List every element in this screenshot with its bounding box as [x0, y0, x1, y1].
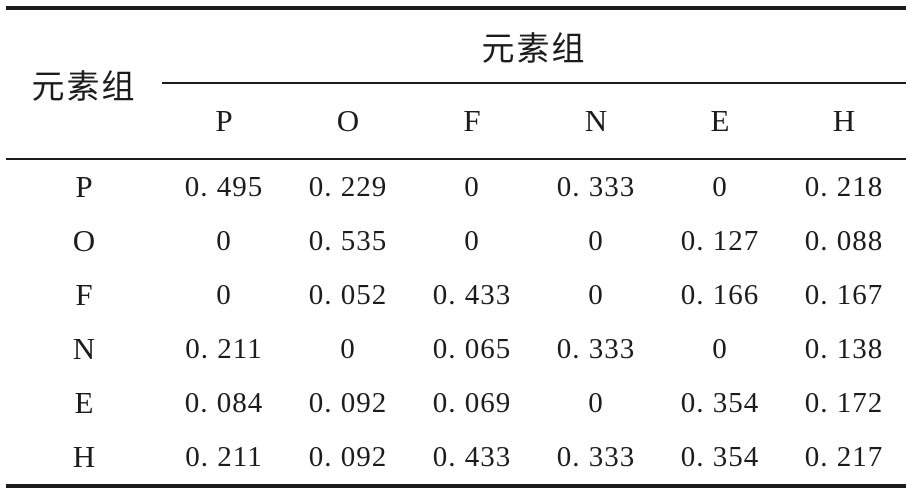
data-cell: 0: [588, 224, 604, 257]
table-header: 元素组 元素组 P O F N E H: [6, 8, 906, 160]
data-cell: 0. 069: [432, 386, 512, 419]
data-cell: 0: [588, 386, 604, 419]
data-cell: 0: [588, 278, 604, 311]
data-cell: 0. 166: [680, 278, 760, 311]
stub-header-cell: 元素组: [6, 8, 162, 160]
data-cell: 0. 433: [432, 278, 512, 311]
data-cell: 0: [712, 332, 728, 365]
table-body: P 0. 495 0. 229 0 0. 333 0 0. 218 O 0 0.…: [6, 159, 906, 486]
data-cell: 0. 535: [308, 224, 388, 257]
data-cell: 0. 088: [804, 224, 884, 257]
row-label: F: [75, 277, 93, 312]
column-header-E: E: [658, 83, 782, 160]
data-cell: 0. 354: [680, 386, 760, 419]
column-header-O: O: [286, 83, 410, 160]
table-row-P: P 0. 495 0. 229 0 0. 333 0 0. 218: [6, 159, 906, 214]
data-cell: 0. 127: [680, 224, 760, 257]
data-cell: 0. 495: [184, 170, 264, 203]
row-label: N: [72, 331, 96, 366]
data-cell: 0. 354: [680, 440, 760, 473]
data-cell: 0: [464, 170, 480, 203]
data-cell: 0. 172: [804, 386, 884, 419]
data-cell: 0: [216, 278, 232, 311]
table-row-H: H 0. 211 0. 092 0. 433 0. 333 0. 354 0. …: [6, 430, 906, 486]
group-header-cell: 元素组: [162, 8, 906, 84]
data-cell: 0. 211: [185, 332, 263, 365]
data-cell: 0. 229: [308, 170, 388, 203]
data-cell: 0. 065: [432, 332, 512, 365]
data-cell: 0. 084: [184, 386, 264, 419]
column-header-N: N: [534, 83, 658, 160]
table-row-E: E 0. 084 0. 092 0. 069 0 0. 354 0. 172: [6, 376, 906, 430]
data-cell: 0: [712, 170, 728, 203]
data-cell: 0: [340, 332, 356, 365]
column-header-P: P: [162, 83, 286, 160]
data-cell: 0. 217: [804, 440, 884, 473]
data-cell: 0. 333: [556, 332, 636, 365]
data-cell: 0: [464, 224, 480, 257]
data-cell: 0. 092: [308, 440, 388, 473]
row-label: E: [74, 385, 94, 420]
data-cell: 0. 138: [804, 332, 884, 365]
group-header-row: 元素组 元素组: [6, 8, 906, 160]
data-cell: 0. 333: [556, 170, 636, 203]
column-header-row: P O F N E H: [6, 83, 906, 160]
table-row-O: O 0 0. 535 0 0 0. 127 0. 088: [6, 214, 906, 268]
column-header-H: H: [782, 83, 906, 160]
data-cell: 0. 218: [804, 170, 884, 203]
data-cell: 0. 333: [556, 440, 636, 473]
data-cell: 0. 167: [804, 278, 884, 311]
row-label: O: [72, 223, 96, 258]
table-row-N: N 0. 211 0 0. 065 0. 333 0 0. 138: [6, 322, 906, 376]
data-cell: 0. 211: [185, 440, 263, 473]
element-group-table: 元素组 元素组 P O F N E H P 0. 495 0. 229 0 0.…: [6, 6, 906, 488]
column-header-F: F: [410, 83, 534, 160]
data-cell: 0: [216, 224, 232, 257]
row-label: P: [75, 169, 93, 204]
data-cell: 0. 092: [308, 386, 388, 419]
data-cell: 0. 433: [432, 440, 512, 473]
row-label: H: [72, 439, 96, 474]
table-row-F: F 0 0. 052 0. 433 0 0. 166 0. 167: [6, 268, 906, 322]
data-cell: 0. 052: [308, 278, 388, 311]
